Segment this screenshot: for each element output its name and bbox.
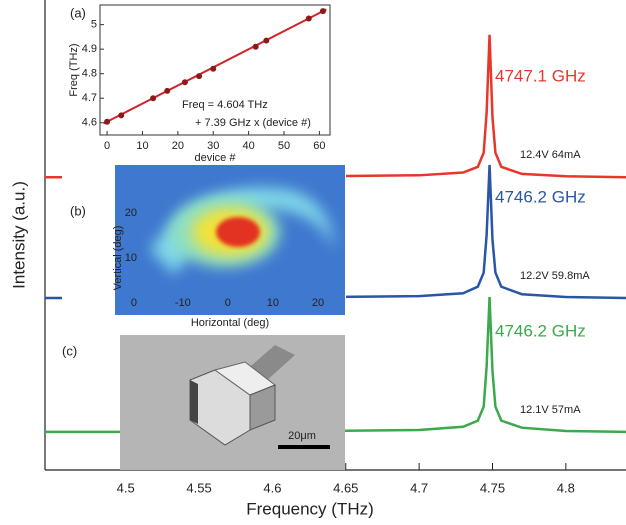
annotation: Freq = 4.604 THz	[182, 99, 268, 111]
x-tick-label: 30	[207, 140, 219, 152]
x-axis-label: device #	[195, 152, 237, 164]
x-axis-label: Frequency (THz)	[246, 499, 374, 518]
main-plot: Frequency (THz) Intensity (a.u.) 4.5 4.55…	[9, 0, 626, 518]
lobe	[216, 217, 260, 247]
inset-frame	[99, 4, 331, 136]
annotation: + 7.39 GHz x (device #)	[195, 117, 311, 129]
x-tick-label: 4.7	[410, 480, 428, 495]
point	[305, 15, 312, 22]
x-tick-label: 50	[278, 140, 290, 152]
point	[210, 65, 217, 72]
point	[118, 112, 125, 119]
peak-label: 4746.2 GHz	[495, 187, 586, 206]
peak-label: 4747.1 GHz	[495, 67, 586, 86]
x-tick-label: 10	[136, 140, 148, 152]
bias-label: 12.4V 64mA	[520, 149, 581, 161]
y-axis-label: Intensity (a.u.)	[9, 181, 28, 289]
y-tick-label: 4.8	[82, 68, 97, 80]
point	[104, 118, 111, 125]
y-tick-label: 4.9	[82, 43, 97, 55]
y-tick-label: 5	[91, 19, 97, 31]
y-tick-label: 4.7	[82, 92, 97, 104]
x-axis-label: Horizontal (deg)	[191, 317, 269, 329]
y-axis-label: Freq (THz)	[68, 43, 80, 96]
sem-image: 20μm	[120, 335, 345, 470]
point	[181, 79, 188, 86]
bias-label: 12.2V 59.8mA	[520, 270, 590, 282]
x-tick-label: 10	[267, 297, 279, 309]
y-tick-label: 0	[131, 297, 137, 309]
x-tick-label: 60	[313, 140, 325, 152]
x-tick-label: 4.8	[557, 480, 575, 495]
x-tick-label: 20	[312, 297, 324, 309]
inset-a: (a) device # Freq (THz) Freq = 4.604 THz…	[62, 0, 336, 166]
x-tick-label: 20	[172, 140, 184, 152]
structure	[249, 384, 276, 431]
y-tick-label: 4.6	[82, 117, 97, 129]
x-tick-label: 0	[104, 140, 110, 152]
panel-label: (b)	[70, 203, 86, 218]
y-tick-label: 10	[125, 252, 137, 264]
far-field-image	[115, 165, 345, 315]
point	[196, 73, 203, 80]
y-tick-label: 20	[125, 207, 137, 219]
x-tick-label: 4.6	[263, 480, 281, 495]
inset-b: (b) Horizontal (deg) Vertical (deg) -10 0…	[62, 165, 346, 329]
x-tick-label: 4.5	[117, 480, 135, 495]
peak-label: 4746.2 GHz	[495, 321, 586, 340]
x-tick-label: 40	[242, 140, 254, 152]
panel-label: (a)	[70, 5, 86, 20]
x-tick-label: 4.75	[480, 480, 505, 495]
x-tick-label: -10	[175, 297, 191, 309]
point	[150, 95, 157, 102]
point	[164, 87, 171, 94]
point	[252, 43, 259, 50]
shadow	[190, 380, 198, 424]
x-tick-label: 0	[225, 297, 231, 309]
bias-label: 12.1V 57mA	[520, 404, 581, 416]
y-axis-label: Vertical (deg)	[112, 226, 124, 291]
panel-label: (c)	[62, 343, 77, 358]
x-tick-label: 4.65	[333, 480, 358, 495]
x-tick-label: 4.55	[186, 480, 211, 495]
inset-c: (c) 20μm	[62, 335, 345, 470]
scale-bar-label: 20μm	[288, 430, 316, 442]
point	[263, 37, 270, 44]
point	[319, 8, 326, 15]
